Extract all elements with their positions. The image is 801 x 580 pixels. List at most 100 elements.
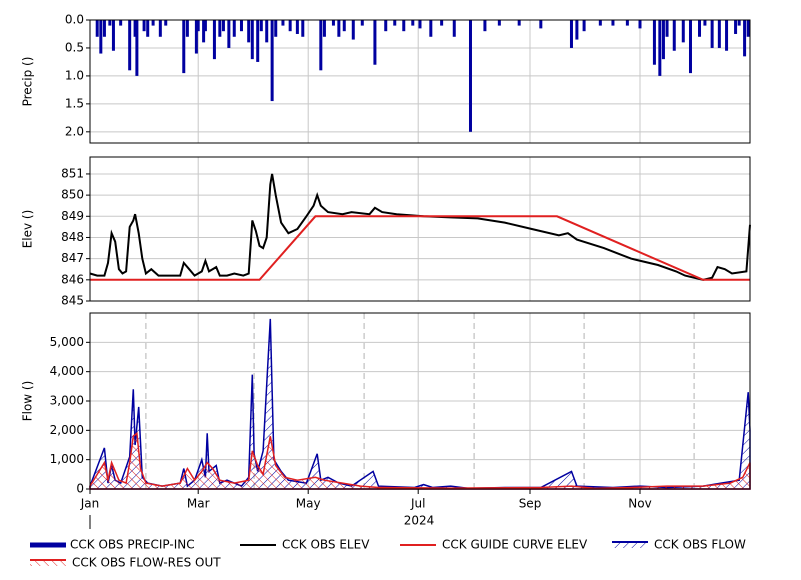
- x-tick-label: May: [296, 497, 321, 511]
- precip-bar: [598, 20, 602, 26]
- precip-bar: [429, 20, 433, 37]
- y-axis-label: Precip (): [21, 57, 35, 107]
- precip-bar: [569, 20, 573, 48]
- plot-frame: [89, 19, 751, 144]
- precip-bar: [468, 20, 472, 132]
- precip-bar: [265, 20, 269, 43]
- precip-bar: [151, 20, 155, 26]
- precip-bar: [111, 20, 115, 51]
- y-tick-label: 1.0: [65, 68, 84, 82]
- precip-bar: [196, 20, 200, 32]
- precip-bar: [185, 20, 189, 37]
- precip-bar: [452, 20, 456, 37]
- precip-bar: [658, 20, 662, 76]
- y-tick-label: 0: [76, 482, 84, 496]
- x-tick-label: Jan: [80, 497, 100, 511]
- y-tick-label: 1,000: [50, 452, 84, 466]
- x-tick-label: Mar: [187, 497, 210, 511]
- precip-bar: [638, 20, 642, 29]
- precip-bar: [418, 20, 422, 29]
- precip-bar: [270, 20, 274, 102]
- legend-label: CCK OBS FLOW-RES OUT: [72, 556, 221, 570]
- precip-bar: [227, 20, 231, 48]
- legend-label: CCK OBS PRECIP-INC: [70, 538, 195, 552]
- precip-bar: [331, 20, 335, 26]
- precip-bar: [164, 20, 168, 26]
- precip-bar: [393, 20, 397, 26]
- precip-bar: [203, 20, 207, 32]
- precip-bar: [102, 20, 106, 37]
- precip-bar: [734, 20, 738, 34]
- precip-bar: [232, 20, 236, 37]
- precip-bar: [119, 20, 123, 26]
- precip-bar: [665, 20, 669, 37]
- x-axis-year: 2024: [404, 514, 435, 528]
- precip-bar: [142, 20, 146, 32]
- precip-bar: [652, 20, 656, 65]
- precip-bar: [517, 20, 521, 26]
- precip-bar: [133, 20, 137, 37]
- precip-bar: [342, 20, 346, 32]
- flow-area: [89, 431, 751, 490]
- precip-bar: [182, 20, 186, 74]
- y-axis-label: Elev (): [21, 210, 35, 249]
- x-tick-label: Nov: [628, 497, 651, 511]
- precip-bar: [212, 20, 216, 60]
- precip-bar: [274, 20, 278, 37]
- precip-bar: [703, 20, 707, 26]
- precip-bar: [440, 20, 444, 26]
- y-tick-label: 848: [61, 230, 84, 244]
- precip-bar: [746, 20, 750, 37]
- precip-bar: [337, 20, 341, 37]
- y-tick-label: 847: [61, 251, 84, 265]
- precip-bar: [351, 20, 355, 40]
- y-axis-label: Flow (): [21, 381, 35, 422]
- precip-bar: [497, 20, 501, 26]
- precip-bar: [717, 20, 721, 48]
- precip-bar: [128, 20, 132, 71]
- y-tick-label: 3,000: [50, 394, 84, 408]
- precip-bar: [202, 20, 206, 43]
- precip-bar: [108, 20, 112, 26]
- x-tick-label: Jul: [410, 497, 425, 511]
- precip-bar: [575, 20, 579, 40]
- plot-area: [90, 20, 750, 143]
- plot-frame: [89, 156, 751, 302]
- y-tick-label: 5,000: [50, 335, 84, 349]
- legend-swatch: [612, 542, 648, 548]
- precip-bar: [710, 20, 714, 48]
- precip-bar: [402, 20, 406, 32]
- y-tick-label: 0.5: [65, 40, 84, 54]
- precip-bar: [247, 20, 251, 43]
- precip-bar: [135, 20, 139, 76]
- legend-swatch: [30, 560, 66, 566]
- precip-bar: [373, 20, 377, 65]
- precip-bar: [295, 20, 299, 34]
- y-tick-label: 1.5: [65, 96, 84, 110]
- y-tick-label: 849: [61, 209, 84, 223]
- precip-bar: [322, 20, 326, 37]
- precip-bar: [158, 20, 162, 37]
- precip-bar: [146, 20, 150, 37]
- precip-bar: [218, 20, 222, 37]
- precip-bar: [539, 20, 543, 29]
- precip-bar: [281, 20, 285, 26]
- precip-bar: [319, 20, 323, 71]
- precip-bar: [259, 20, 263, 32]
- precip-bar: [95, 20, 99, 37]
- legend-label: CCK OBS ELEV: [282, 538, 370, 552]
- precip-bar: [194, 20, 198, 54]
- precip-bar: [384, 20, 388, 32]
- precip-bar: [672, 20, 676, 51]
- precip-bar: [239, 20, 243, 32]
- precip-bar: [483, 20, 487, 32]
- x-tick-label: Sep: [519, 497, 542, 511]
- precip-bar: [221, 20, 225, 32]
- precip-bar: [743, 20, 747, 57]
- precip-bar: [737, 20, 741, 26]
- precip-bar: [250, 20, 254, 60]
- precip-bar: [99, 20, 103, 54]
- legend-label: CCK GUIDE CURVE ELEV: [442, 538, 588, 552]
- precip-bar: [288, 20, 292, 32]
